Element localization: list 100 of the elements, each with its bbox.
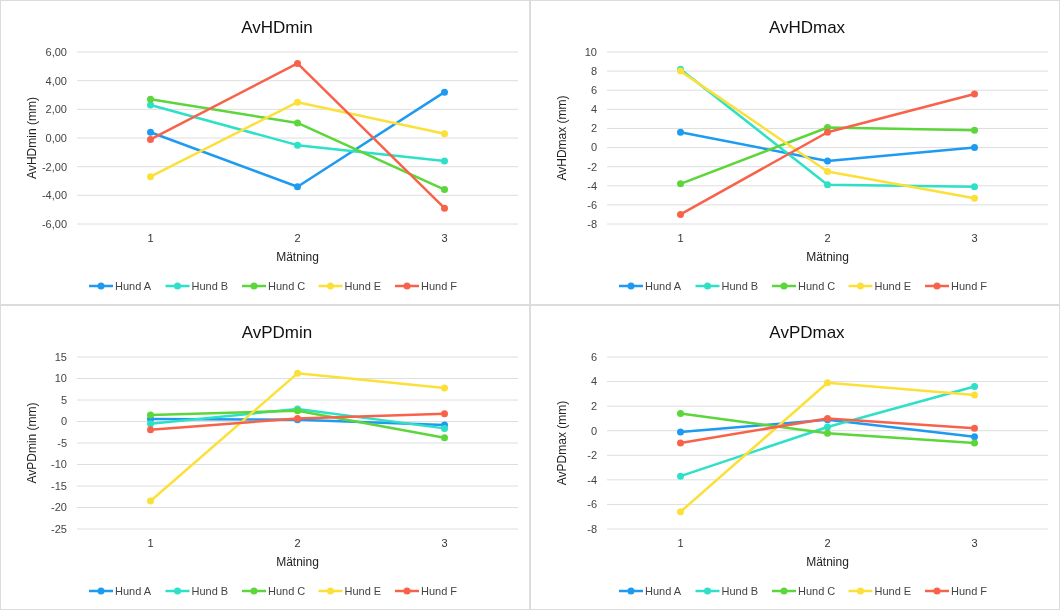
- point: [677, 128, 684, 136]
- legend-label: Hund C: [798, 280, 836, 293]
- y-tick-label: -4: [587, 473, 597, 486]
- point: [441, 157, 448, 165]
- y-tick-label: -10: [51, 458, 67, 471]
- legend-label: Hund E: [344, 280, 382, 293]
- chart-title: AvPDmax: [769, 323, 846, 342]
- point: [824, 128, 831, 136]
- chart-title: AvHDmin: [241, 18, 313, 37]
- x-axis-title: Mätning: [276, 555, 319, 569]
- y-tick-label: -6,00: [41, 217, 67, 230]
- x-axis-title: Mätning: [806, 250, 849, 264]
- x-tick-label: 1: [147, 537, 154, 549]
- y-tick-label: -25: [51, 522, 67, 535]
- legend-label: Hund E: [344, 585, 382, 598]
- y-axis-title: AvHDmin (mm): [25, 97, 39, 179]
- y-tick-label: 2: [590, 122, 597, 135]
- legend-label: Hund E: [874, 280, 912, 293]
- legend-label: Hund A: [645, 585, 682, 598]
- point: [824, 423, 831, 431]
- point: [971, 183, 978, 191]
- point: [147, 497, 154, 505]
- point: [294, 59, 301, 67]
- x-tick-label: 1: [147, 232, 154, 244]
- legend-label: Hund C: [268, 585, 306, 598]
- point: [147, 420, 154, 428]
- point: [677, 508, 684, 516]
- x-tick-label: 3: [971, 537, 978, 549]
- point: [677, 180, 684, 188]
- point: [147, 426, 154, 434]
- point: [147, 173, 154, 181]
- point: [294, 369, 301, 377]
- y-tick-label: -15: [51, 479, 67, 492]
- point: [441, 130, 448, 138]
- x-tick-label: 2: [294, 537, 301, 549]
- y-tick-label: 0: [590, 424, 597, 437]
- point: [677, 410, 684, 418]
- legend-label: Hund A: [115, 585, 152, 598]
- y-tick-label: 0: [60, 415, 67, 428]
- point: [677, 428, 684, 436]
- point: [971, 433, 978, 441]
- point: [147, 95, 154, 103]
- point: [971, 90, 978, 98]
- legend-label: Hund F: [421, 585, 458, 598]
- x-tick-label: 3: [441, 537, 448, 549]
- y-tick-label: 0,00: [45, 131, 67, 144]
- point: [294, 119, 301, 127]
- y-tick-label: -8: [587, 522, 597, 535]
- point: [441, 434, 448, 442]
- y-tick-label: 0: [590, 141, 597, 154]
- legend-label: Hund E: [874, 585, 912, 598]
- point: [294, 183, 301, 191]
- legend-label: Hund C: [798, 585, 836, 598]
- legend-label: Hund F: [421, 280, 458, 293]
- point: [824, 167, 831, 175]
- y-tick-label: -6: [587, 198, 597, 211]
- point: [971, 439, 978, 447]
- point: [971, 194, 978, 202]
- y-tick-label: -8: [587, 217, 597, 230]
- point: [147, 135, 154, 143]
- y-axis-title: AvHDmax (mm): [555, 95, 569, 181]
- legend-label: Hund A: [115, 280, 152, 293]
- y-tick-label: -5: [57, 436, 67, 449]
- y-tick-label: 15: [54, 350, 67, 363]
- x-tick-label: 2: [294, 232, 301, 244]
- y-tick-label: -4: [587, 179, 597, 192]
- legend-label: Hund B: [721, 585, 759, 598]
- point: [677, 472, 684, 480]
- chart-title: AvHDmax: [768, 18, 846, 37]
- x-tick-label: 2: [824, 537, 831, 549]
- y-tick-label: -2: [587, 449, 597, 462]
- legend-label: Hund F: [951, 280, 988, 293]
- y-tick-label: -4,00: [41, 189, 67, 202]
- y-tick-label: 10: [584, 45, 597, 58]
- point: [971, 424, 978, 432]
- point: [677, 439, 684, 447]
- point: [971, 382, 978, 390]
- point: [441, 410, 448, 418]
- y-tick-label: 6: [590, 350, 597, 363]
- point: [441, 186, 448, 194]
- y-tick-label: 6: [590, 84, 597, 97]
- point: [824, 181, 831, 189]
- chart-title: AvPDmin: [241, 323, 313, 342]
- y-tick-label: 10: [54, 372, 67, 385]
- point: [677, 210, 684, 218]
- y-tick-label: -20: [51, 501, 67, 514]
- y-tick-label: -2: [587, 160, 597, 173]
- point: [824, 429, 831, 437]
- x-tick-label: 3: [971, 232, 978, 244]
- point: [824, 379, 831, 387]
- x-tick-label: 1: [677, 537, 684, 549]
- y-tick-label: 4: [590, 375, 597, 388]
- point: [441, 204, 448, 212]
- point: [971, 391, 978, 399]
- y-tick-label: 4: [590, 103, 597, 116]
- point: [294, 141, 301, 149]
- y-tick-label: 8: [590, 64, 597, 77]
- y-tick-label: -2,00: [41, 160, 67, 173]
- point: [971, 144, 978, 152]
- legend-label: Hund C: [268, 280, 306, 293]
